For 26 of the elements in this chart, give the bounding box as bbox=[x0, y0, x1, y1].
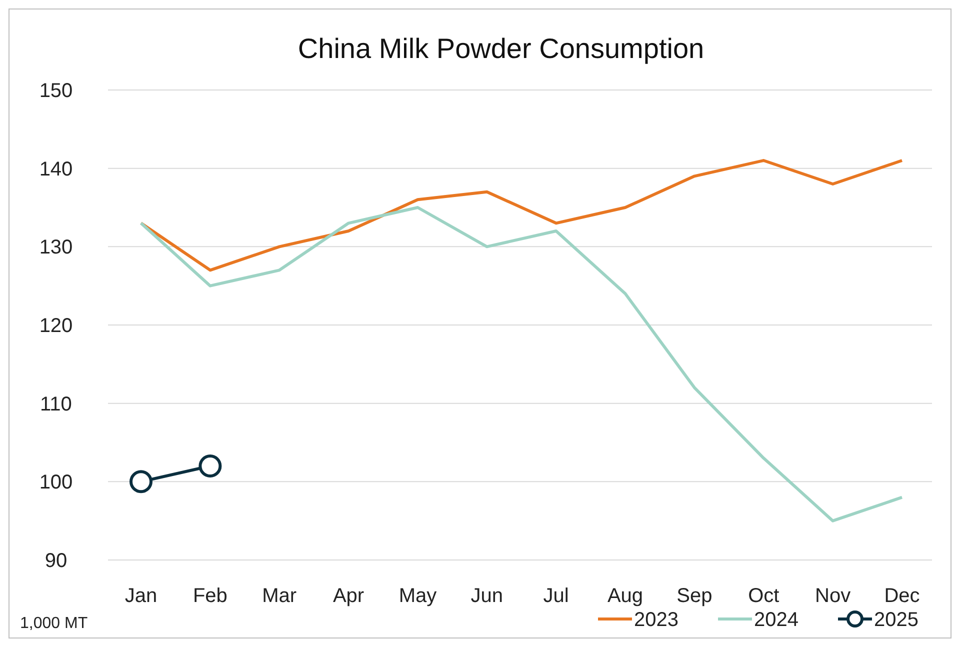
y-tick-label: 120 bbox=[39, 315, 73, 337]
x-tick-label: Dec bbox=[884, 585, 920, 607]
x-tick-label: May bbox=[398, 585, 437, 607]
line-series bbox=[140, 206, 904, 522]
legend-label: 2023 bbox=[634, 609, 678, 631]
y-tick-label: 130 bbox=[39, 236, 73, 259]
legend-label: 2025 bbox=[874, 609, 918, 631]
line-series bbox=[140, 159, 904, 272]
x-tick-label: Aug bbox=[607, 585, 644, 607]
y-tick-label: 150 bbox=[39, 80, 73, 102]
y-tick-label: 110 bbox=[40, 393, 72, 416]
x-tick-label: Jan bbox=[124, 585, 158, 607]
x-tick-label: Sep bbox=[676, 585, 712, 607]
x-tick-label: Jul bbox=[543, 585, 569, 607]
y-tick-label: 90 bbox=[44, 550, 68, 572]
legend-label: 2024 bbox=[754, 609, 798, 631]
y-tick-label: 100 bbox=[39, 472, 73, 494]
y-tick-label: 140 bbox=[39, 158, 73, 180]
x-tick-label: Oct bbox=[748, 585, 780, 607]
x-tick-label: Mar bbox=[262, 585, 297, 607]
x-tick-label: Jun bbox=[470, 585, 504, 607]
text: 1,000 MT bbox=[20, 615, 88, 632]
x-tick-label: Feb bbox=[192, 585, 228, 607]
x-tick-label: Nov bbox=[815, 585, 851, 607]
chart-title: China Milk Powder Consumption bbox=[298, 33, 704, 64]
x-tick-label: Apr bbox=[332, 585, 364, 607]
